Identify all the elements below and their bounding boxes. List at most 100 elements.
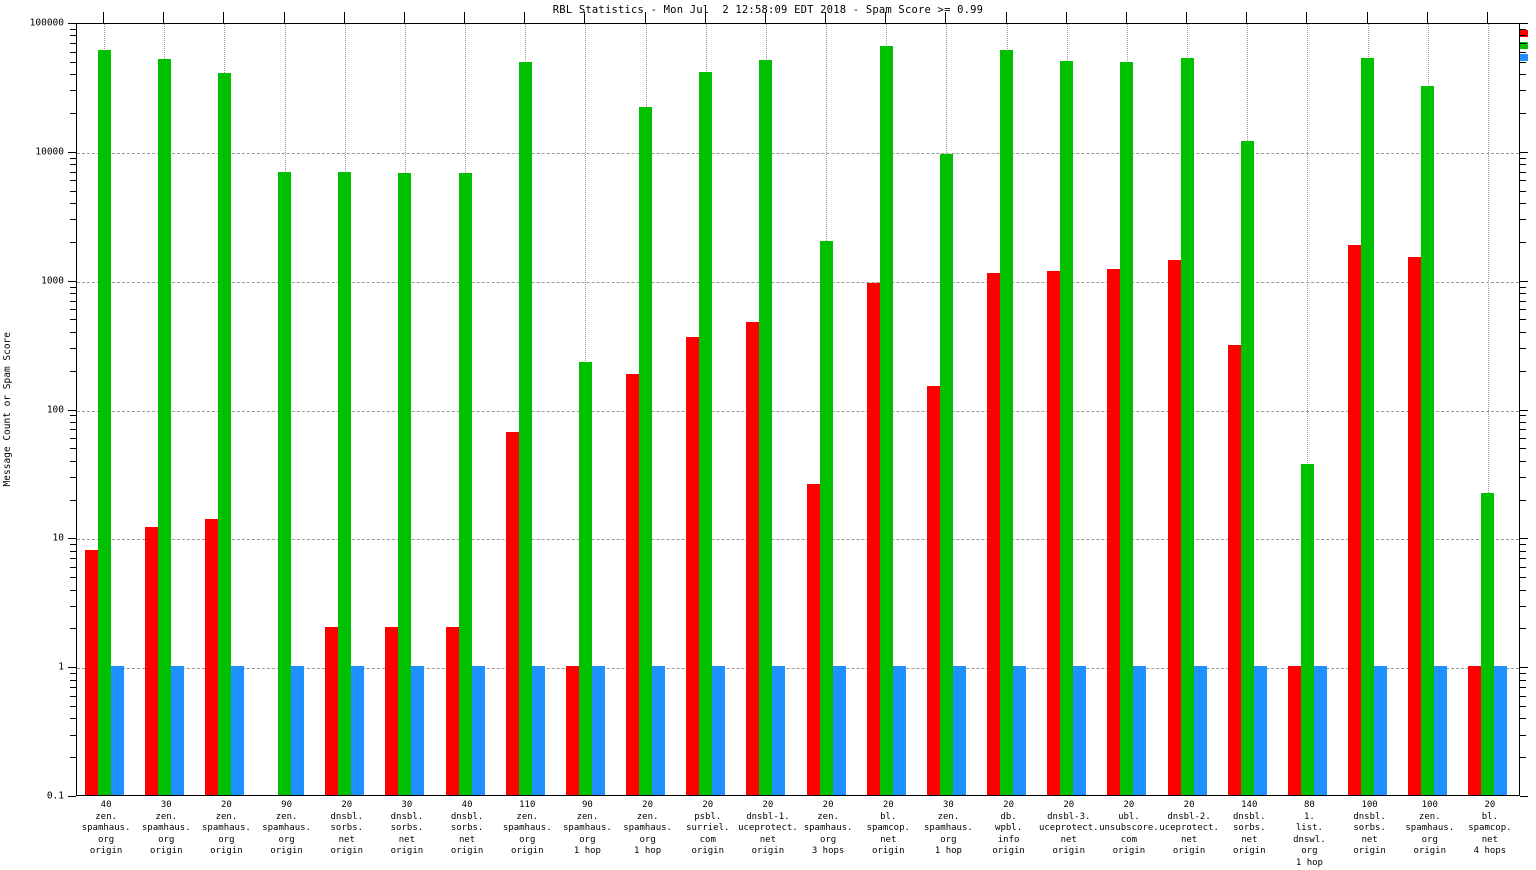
bar-spam — [278, 171, 292, 795]
x-axis-tick — [644, 12, 646, 23]
y-axis-tick — [68, 409, 76, 411]
y-axis-minor-tick — [70, 476, 76, 478]
bar-spam — [1421, 85, 1435, 795]
x-axis-tick — [1125, 12, 1127, 23]
x-gridline — [1307, 24, 1309, 795]
x-axis-tick-label: 20 zen. spamhaus. org 3 hops — [803, 800, 853, 857]
y-axis-tick-label: 0.1 — [46, 790, 64, 802]
bar-not-spam — [626, 374, 640, 795]
y-axis-minor-tick — [1520, 286, 1526, 288]
y-axis-minor-tick — [70, 293, 76, 295]
y-axis-minor-tick — [70, 415, 76, 417]
x-gridline — [1487, 24, 1489, 795]
bar-score — [772, 666, 786, 795]
y-axis-tick — [1520, 667, 1528, 669]
bar-spam — [639, 106, 653, 795]
y-axis-minor-tick — [70, 74, 76, 76]
bar-spam — [458, 172, 472, 795]
y-axis-tick — [1520, 151, 1528, 153]
x-axis-tick-label: 20 zen. spamhaus. org origin — [202, 800, 251, 857]
y-axis-minor-tick — [70, 61, 76, 63]
y-axis-tick-label: 1000 — [41, 275, 64, 287]
bar-not-spam — [565, 666, 579, 795]
bar-not-spam — [1227, 345, 1241, 795]
bar-not-spam — [1287, 666, 1301, 795]
bar-spam — [1180, 57, 1194, 795]
y-axis-tick-label: 100 — [46, 404, 64, 415]
y-axis-minor-tick — [70, 319, 76, 321]
y-axis-minor-tick — [70, 180, 76, 182]
y-axis-minor-tick — [1520, 203, 1526, 205]
y-axis-tick — [1520, 538, 1528, 540]
y-axis-minor-tick — [70, 499, 76, 501]
y-axis-minor-tick — [1520, 628, 1526, 630]
y-axis-minor-tick — [70, 309, 76, 311]
y-axis-minor-tick — [1520, 429, 1526, 431]
y-axis-tick-label: 100000 — [29, 17, 64, 29]
y-axis-minor-tick — [70, 370, 76, 372]
bar-score — [1313, 666, 1327, 795]
y-axis-minor-tick — [70, 438, 76, 440]
x-axis-tick — [1186, 12, 1188, 23]
y-axis-minor-tick — [70, 558, 76, 560]
bar-score — [1434, 666, 1448, 795]
y-axis-tick — [68, 667, 76, 669]
y-axis-tick-label: 10000 — [35, 146, 64, 158]
y-axis-minor-tick — [70, 51, 76, 53]
bar-spam — [578, 361, 592, 795]
x-axis-tick-label: 40 dnsbl. sorbs. net origin — [450, 800, 484, 857]
y-gridline — [77, 668, 1519, 670]
y-axis-minor-tick — [70, 757, 76, 759]
x-axis-tick-label: 20 bl. spamcop. net origin — [866, 800, 910, 857]
x-axis-tick — [223, 12, 225, 23]
y-axis-minor-tick — [70, 589, 76, 591]
y-axis-minor-tick — [70, 35, 76, 37]
y-axis-minor-tick — [1520, 476, 1526, 478]
y-axis-minor-tick — [1520, 679, 1526, 681]
y-axis-tick — [1520, 280, 1528, 282]
y-axis-minor-tick — [70, 673, 76, 675]
bar-not-spam — [445, 627, 459, 795]
bar-spam — [217, 73, 231, 795]
x-axis-tick-label: 110 zen. spamhaus. org origin — [502, 800, 552, 857]
x-axis-tick — [1065, 12, 1067, 23]
y-axis-tick — [1520, 796, 1528, 797]
bar-not-spam — [1167, 259, 1181, 795]
x-axis-tick — [704, 12, 706, 23]
bar-spam — [97, 49, 111, 795]
y-axis-minor-tick — [1520, 35, 1526, 37]
x-axis-tick — [403, 12, 405, 23]
y-axis-minor-tick — [70, 628, 76, 630]
y-axis-minor-tick — [1520, 605, 1526, 607]
y-axis-minor-tick — [1520, 74, 1526, 76]
bar-score — [351, 666, 365, 795]
y-axis-minor-tick — [70, 550, 76, 552]
x-axis-tick-label: 40 zen. spamhaus. org origin — [81, 800, 131, 857]
chart-title: RBL Statistics - Mon Jul 2 12:58:09 EDT … — [552, 4, 984, 16]
x-axis-labels: 40 zen. spamhaus. org origin 30 zen. spam… — [76, 800, 1520, 868]
y-axis-minor-tick — [1520, 566, 1526, 568]
y-axis-minor-tick — [70, 171, 76, 173]
y-axis-minor-tick — [1520, 309, 1526, 311]
y-axis-minor-tick — [1520, 448, 1526, 450]
bar-spam — [518, 61, 532, 795]
y-axis-minor-tick — [1520, 157, 1526, 159]
y-axis-minor-tick — [1520, 164, 1526, 166]
y-axis-minor-tick — [1520, 499, 1526, 501]
y-axis-tick — [68, 280, 76, 282]
bar-spam — [819, 240, 833, 795]
y-axis-minor-tick — [70, 219, 76, 221]
bar-score — [832, 666, 846, 795]
x-axis-tick-label: 20 dnsbl. sorbs. net origin — [330, 800, 363, 857]
bar-score — [1013, 666, 1027, 795]
bar-not-spam — [1468, 666, 1482, 795]
y-axis-minor-tick — [1520, 348, 1526, 350]
y-axis-minor-tick — [1520, 734, 1526, 736]
y-axis-minor-tick — [1520, 28, 1526, 30]
x-axis-tick-label: 20 dnsbl-1. uceprotect. net origin — [738, 800, 798, 857]
y-axis-minor-tick — [1520, 550, 1526, 552]
y-axis-minor-tick — [1520, 558, 1526, 560]
y-axis-minor-tick — [70, 705, 76, 707]
x-axis-tick-label: 20 dnsbl-3. uceprotect. net origin — [1038, 800, 1099, 857]
x-axis-tick — [1246, 12, 1248, 23]
